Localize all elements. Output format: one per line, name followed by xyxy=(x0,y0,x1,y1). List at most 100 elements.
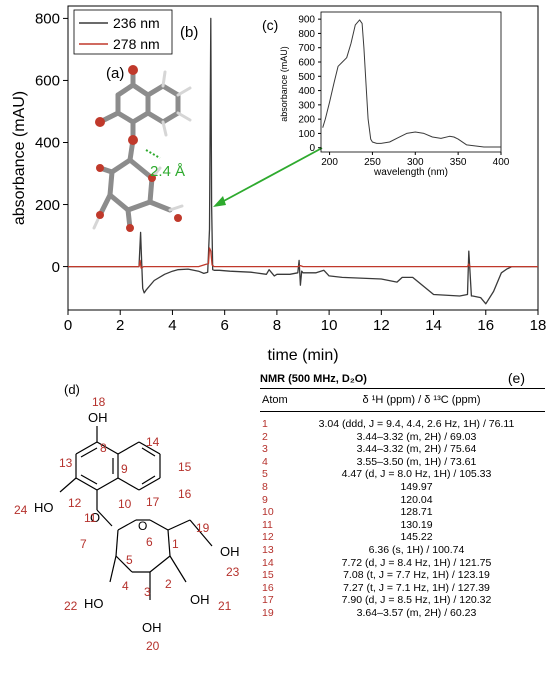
legend-box xyxy=(73,9,173,55)
atom-num-22: 22 xyxy=(64,599,78,613)
chromatogram-ylabel: absorbance (mAU) xyxy=(11,91,28,225)
atom-num-7: 7 xyxy=(80,537,87,551)
legend-label-278: 278 nm xyxy=(113,36,160,52)
nmr-column-headers: Atom δ ¹H (ppm) / δ ¹³C (ppm) xyxy=(260,389,545,411)
nmr-row: 5 4.47 (d, J = 8.0 Hz, 1H) / 105.33 xyxy=(260,468,545,481)
x-tick-label: 18 xyxy=(530,317,547,334)
group-oh-c2: OH xyxy=(190,592,210,607)
inset-frame xyxy=(320,11,502,153)
nmr-row: 2 3.44–3.32 (m, 2H) / 69.03 xyxy=(260,431,545,444)
y-tick-label: 600 xyxy=(35,73,60,90)
atom-num-15: 15 xyxy=(178,460,192,474)
nmr-atom-number: 10 xyxy=(262,506,274,519)
x-tick-label: 400 xyxy=(493,157,510,168)
x-tick-label: 12 xyxy=(373,317,390,334)
nmr-rows: 1 3.04 (ddd, J = 9.4, 4.4, 2.6 Hz, 1H) / … xyxy=(260,418,545,620)
nmr-atom-number: 12 xyxy=(262,531,274,544)
inset-pointer-arrowhead xyxy=(213,196,226,207)
atom-num-13: 13 xyxy=(59,456,73,470)
nmr-atom-number: 16 xyxy=(262,581,274,594)
atom-num-16: 16 xyxy=(178,487,192,501)
nmr-row: 1 3.04 (ddd, J = 9.4, 4.4, 2.6 Hz, 1H) / … xyxy=(260,418,545,431)
nmr-atom-number: 4 xyxy=(262,455,268,468)
x-tick-label: 0 xyxy=(64,317,72,334)
group-ho-c4: HO xyxy=(84,596,104,611)
atom-num-5: 5 xyxy=(126,553,133,567)
atom-num-20: 20 xyxy=(146,639,160,653)
uv-spectrum-inset: 200 250 300 350 400 0 100 200 300 400 500 600 700 800… xyxy=(262,11,510,178)
nmr-atom-number: 15 xyxy=(262,569,274,582)
x-tick-label: 350 xyxy=(450,157,467,168)
nmr-atom-number: 13 xyxy=(262,543,274,556)
nmr-shift-value: 130.19 xyxy=(400,518,433,531)
nmr-shift-value: 3.64–3.57 (m, 2H) / 60.23 xyxy=(356,606,477,619)
nmr-row: 8 149.97 xyxy=(260,481,545,494)
nmr-shift-value: 3.04 (ddd, J = 9.4, 4.4, 2.6 Hz, 1H) / 7… xyxy=(318,418,515,430)
x-tick-label: 2 xyxy=(116,317,124,334)
chromatogram-legend: 236 nm 278 nm xyxy=(73,9,173,55)
nmr-atom-number: 14 xyxy=(262,556,274,569)
nmr-shift-value: 3.44–3.32 (m, 2H) / 75.64 xyxy=(356,443,477,456)
atom-num-9: 9 xyxy=(121,462,128,476)
nmr-row: 9 120.04 xyxy=(260,494,545,507)
atom-num-18: 18 xyxy=(92,395,106,409)
atom-num-1: 1 xyxy=(172,537,179,551)
nmr-shift-value: 3.44–3.32 (m, 2H) / 69.03 xyxy=(356,430,477,443)
panel-label-e: (e) xyxy=(507,370,525,386)
series-line-1 xyxy=(68,247,538,269)
nmr-row: 13 6.36 (s, 1H) / 100.74 xyxy=(260,544,545,557)
nmr-row: 15 7.08 (t, J = 7.7 Hz, 1H) / 123.19 xyxy=(260,569,545,582)
nmr-row: 3 3.44–3.32 (m, 2H) / 75.64 xyxy=(260,443,545,456)
y-tick-label: 0 xyxy=(52,259,60,276)
hbond-dashed-line xyxy=(145,149,161,159)
nmr-shift-value: 7.27 (t, J = 7.1 Hz, 1H) / 127.39 xyxy=(343,581,490,594)
nmr-shift-value: 7.90 (d, J = 8.5 Hz, 1H) / 120.32 xyxy=(341,594,492,607)
panel-label-b: (b) xyxy=(180,24,198,41)
y-tick-label: 200 xyxy=(298,115,315,126)
inset-ylabel: absorbance (mAU) xyxy=(279,46,289,122)
nmr-shift-value: 4.47 (d, J = 8.0 Hz, 1H) / 105.33 xyxy=(341,468,492,481)
chromatogram-frame xyxy=(67,5,539,311)
nmr-row: 14 7.72 (d, J = 8.4 Hz, 1H) / 121.75 xyxy=(260,557,545,570)
nmr-atom-number: 9 xyxy=(262,493,268,506)
y-tick-label: 300 xyxy=(298,100,315,111)
nmr-atom-number: 1 xyxy=(262,418,268,430)
chemical-structure: (d) xyxy=(14,382,240,653)
molecule-bonds xyxy=(97,67,181,231)
atom-num-6: 6 xyxy=(146,535,153,549)
x-tick-label: 16 xyxy=(477,317,494,334)
panel-label-d: (d) xyxy=(64,382,80,397)
molecule-oxygens xyxy=(95,65,182,232)
atom-num-11-pos: 11 xyxy=(84,511,97,525)
atom-num-24: 24 xyxy=(14,503,28,517)
x-tick-label: 8 xyxy=(273,317,281,334)
atom-num-19: 19 xyxy=(196,521,210,535)
nmr-shift-value: 7.72 (d, J = 8.4 Hz, 1H) / 121.75 xyxy=(341,556,492,569)
x-tick-label: 250 xyxy=(364,157,381,168)
inset-xlabel: wavelength (nm) xyxy=(373,167,448,178)
nmr-shift-value: 7.08 (t, J = 7.7 Hz, 1H) / 123.19 xyxy=(343,569,490,582)
nmr-row: 19 3.64–3.57 (m, 2H) / 60.23 xyxy=(260,607,545,620)
nmr-atom-number: 8 xyxy=(262,480,268,493)
x-tick-label: 300 xyxy=(407,157,424,168)
atom-num-12: 12 xyxy=(68,496,82,510)
chromatogram-xlabel: time (min) xyxy=(267,347,338,364)
nmr-row: 12 145.22 xyxy=(260,531,545,544)
series-line-0 xyxy=(68,17,538,305)
y-tick-label: 900 xyxy=(298,15,315,26)
nmr-col-atom: Atom xyxy=(262,394,288,406)
atom-num-3: 3 xyxy=(144,585,151,599)
x-tick-label: 10 xyxy=(321,317,338,334)
group-oh-c3: OH xyxy=(142,620,162,635)
nmr-shift-value: 128.71 xyxy=(400,506,433,519)
inset-pointer-arrow xyxy=(219,147,323,204)
nmr-shift-value: 3.55–3.50 (m, 1H) / 73.61 xyxy=(356,455,477,468)
atom-num-23: 23 xyxy=(226,565,240,579)
atom-num-21: 21 xyxy=(218,599,232,613)
nmr-atom-number: 2 xyxy=(262,430,268,443)
y-tick-label: 100 xyxy=(298,129,315,140)
nmr-atom-number: 17 xyxy=(262,594,274,607)
group-ho-left: HO xyxy=(34,500,54,515)
